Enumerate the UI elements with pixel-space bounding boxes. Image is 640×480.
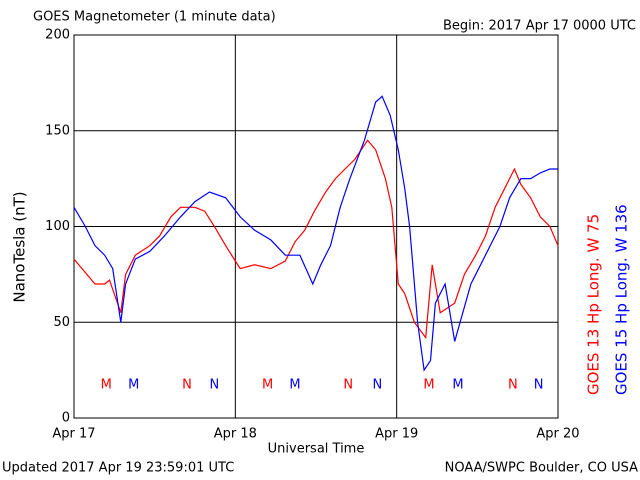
x-tick-label: Apr 19 [375, 427, 418, 442]
y-tick-label: 150 [45, 123, 70, 138]
marker-label: N [209, 378, 219, 393]
footer-left: Updated 2017 Apr 19 23:59:01 UTC [2, 461, 234, 476]
data-line [73, 139, 559, 340]
marker-label: M [289, 378, 300, 393]
marker-label: M [128, 378, 139, 393]
y-tick-label: 100 [45, 219, 70, 234]
legend-entry: GOES 15 Hp Long. W 136 [613, 204, 631, 395]
y-tick-label: 0 [62, 411, 70, 426]
marker-label: N [343, 378, 353, 393]
marker-label: M [101, 378, 112, 393]
marker-label: N [508, 378, 518, 393]
marker-label: M [262, 378, 273, 393]
chart-title: GOES Magnetometer (1 minute data) [33, 10, 276, 25]
chart-subtitle: Begin: 2017 Apr 17 0000 UTC [443, 19, 636, 34]
marker-label: N [182, 378, 192, 393]
data-line [73, 95, 558, 372]
legend-entry: GOES 13 Hp Long. W 75 [585, 214, 603, 395]
x-tick-label: Apr 17 [52, 427, 95, 442]
y-tick-label: 200 [45, 28, 70, 43]
footer-right: NOAA/SWPC Boulder, CO USA [445, 461, 638, 476]
marker-label: N [534, 378, 544, 393]
marker-label: M [423, 378, 434, 393]
x-tick-label: Apr 20 [536, 427, 579, 442]
y-axis-label: NanoTesla (nT) [11, 191, 29, 302]
x-tick-label: Apr 18 [214, 427, 257, 442]
y-tick-label: 50 [53, 315, 70, 330]
marker-label: N [372, 378, 382, 393]
x-axis-label: Universal Time [268, 442, 365, 457]
marker-label: M [452, 378, 463, 393]
